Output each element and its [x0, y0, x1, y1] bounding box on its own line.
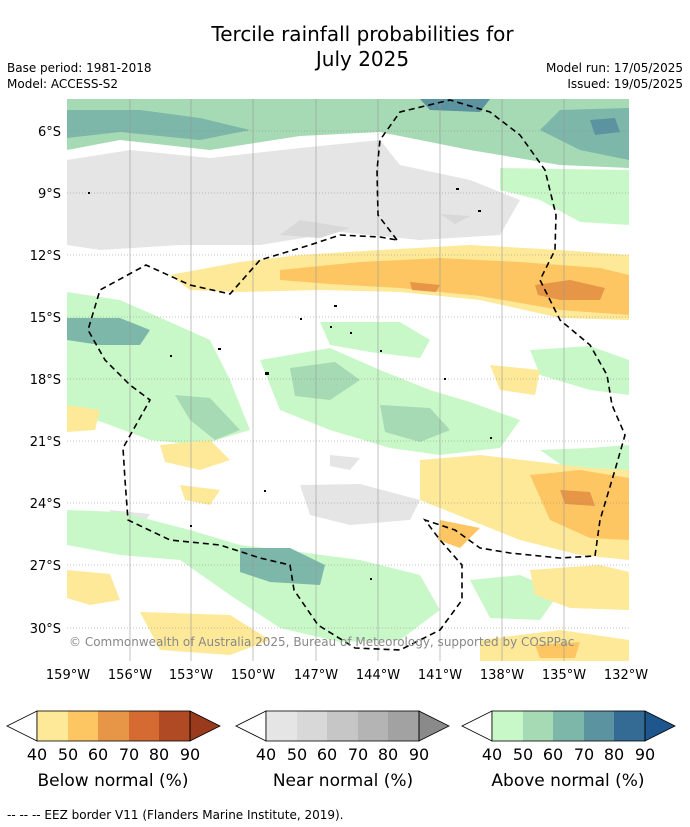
tick-label: 40 [27, 745, 47, 764]
issued-text: Issued: 19/05/2025 [567, 77, 683, 91]
meta-left: Base period: 1981-2018 Model: ACCESS-S2 [7, 60, 152, 92]
tick-label: 50 [513, 745, 533, 764]
lat-label: 21°S [30, 435, 61, 450]
tick-label: 60 [317, 745, 337, 764]
copyright-text: © Commonwealth of Australia 2025, Bureau… [69, 635, 574, 649]
tick-label: 50 [287, 745, 307, 764]
lon-label: 138°W [480, 668, 524, 683]
lon-label: 159°W [46, 668, 90, 683]
tick-label: 70 [574, 745, 594, 764]
lon-label: 135°W [542, 668, 586, 683]
tick-label: 70 [119, 745, 139, 764]
lon-label: 156°W [108, 668, 152, 683]
map-grid [67, 130, 629, 629]
probability-map: 6°S 9°S 12°S 15°S 18°S 21°S 24°S 27°S 30… [30, 99, 648, 683]
eez-footnote: -- -- -- EEZ border V11 (Flanders Marine… [7, 808, 344, 822]
below-normal-label: Below normal (%) [37, 771, 189, 791]
tick-label: 90 [635, 745, 655, 764]
longitude-labels: 159°W 156°W 153°W 150°W 147°W 144°W 141°… [46, 668, 648, 683]
tick-label: 40 [256, 745, 276, 764]
tick-label: 40 [482, 745, 502, 764]
lat-label: 30°S [30, 622, 61, 637]
near-normal-colorbar [235, 710, 450, 742]
map-meridians [129, 99, 565, 661]
tick-label: 50 [58, 745, 78, 764]
tick-label: 80 [149, 745, 169, 764]
lat-label: 9°S [38, 187, 61, 202]
lat-label: 24°S [30, 497, 61, 512]
legend-colorbars: 40 50 60 70 80 90 40 50 60 70 80 90 40 5… [6, 710, 676, 764]
lon-label: 132°W [604, 668, 648, 683]
lon-label: 150°W [231, 668, 275, 683]
eez-borders [87, 99, 626, 651]
tick-label: 60 [88, 745, 108, 764]
lat-label: 18°S [30, 373, 61, 388]
title-line-1: Tercile rainfall probabilities for [211, 22, 514, 46]
tick-label: 80 [604, 745, 624, 764]
above-normal-label: Above normal (%) [491, 771, 645, 791]
model-text: Model: ACCESS-S2 [7, 77, 119, 91]
tick-label: 80 [378, 745, 398, 764]
lat-label: 12°S [30, 249, 61, 264]
tick-label: 90 [409, 745, 429, 764]
base-period-text: Base period: 1981-2018 [7, 61, 152, 75]
tick-label: 90 [180, 745, 200, 764]
tick-label: 70 [348, 745, 368, 764]
meta-right: Model run: 17/05/2025 Issued: 19/05/2025 [546, 60, 683, 92]
map-title: Tercile rainfall probabilities for July … [0, 22, 690, 72]
lon-label: 147°W [294, 668, 338, 683]
lat-label: 6°S [38, 125, 61, 140]
lon-label: 144°W [356, 668, 400, 683]
lat-label: 27°S [30, 559, 61, 574]
lon-label: 153°W [169, 668, 213, 683]
below-normal-colorbar [6, 710, 221, 742]
model-run-text: Model run: 17/05/2025 [545, 61, 683, 75]
tick-label: 60 [543, 745, 563, 764]
above-normal-colorbar [461, 710, 676, 742]
map-fields [67, 99, 629, 661]
latitude-labels: 6°S 9°S 12°S 15°S 18°S 21°S 24°S 27°S 30… [30, 125, 61, 637]
title-line-2: July 2025 [315, 47, 410, 71]
lon-label: 141°W [418, 668, 462, 683]
island-specks [88, 188, 492, 580]
legend-ticks: 40 50 60 70 80 90 40 50 60 70 80 90 40 5… [27, 745, 655, 764]
lat-label: 15°S [30, 311, 61, 326]
near-normal-label: Near normal (%) [272, 771, 414, 791]
